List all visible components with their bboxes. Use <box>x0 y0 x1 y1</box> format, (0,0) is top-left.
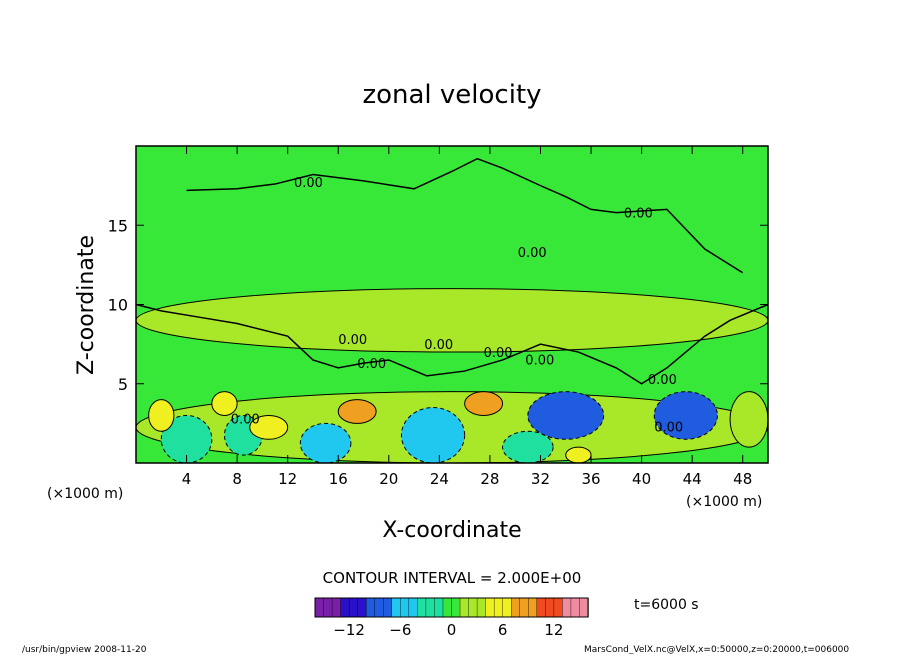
colorbar-cell <box>570 597 581 618</box>
colorbar-cell <box>553 597 564 618</box>
footer-right: MarsCond_VelX.nc@VelX,x=0:50000,z=0:2000… <box>584 645 849 654</box>
colorbar-cell <box>502 597 512 618</box>
y-axis: 5 10 15 <box>108 216 768 394</box>
colorbar-cell <box>331 597 342 618</box>
colorbar-cell <box>511 597 521 618</box>
x-tick-label: 40 <box>632 470 651 488</box>
zero-contour-line <box>135 303 769 385</box>
y-tick-label: 5 <box>118 375 128 394</box>
colorbar-cell <box>314 597 325 618</box>
colorbar-cell <box>493 597 504 618</box>
colorbar-cell <box>374 597 384 618</box>
field-region <box>211 391 238 416</box>
colorbar-cell <box>340 597 350 618</box>
colorbar-cell <box>468 597 478 618</box>
x-tick-label: 12 <box>278 470 297 488</box>
colorbar-tick-label: −12 <box>333 621 365 639</box>
colorbar-cell <box>442 597 453 618</box>
x-axis: 4 8 12 16 20 24 28 32 36 40 44 48 <box>182 146 752 488</box>
field-region <box>249 414 289 440</box>
colorbar-cell <box>400 597 410 618</box>
field-region <box>565 446 592 464</box>
x-tick-label: 4 <box>182 470 192 488</box>
x-tick-label: 16 <box>329 470 348 488</box>
field-region <box>148 399 175 432</box>
contour-label: 0.00 <box>654 420 683 435</box>
colorbar-cell <box>383 597 393 618</box>
y-tick-label: 10 <box>108 296 128 315</box>
x-tick-label: 28 <box>480 470 499 488</box>
field-region <box>653 391 718 440</box>
y-tick-label: 15 <box>108 216 128 235</box>
colorbar-ticks: −12 −6 0 6 12 <box>333 621 563 639</box>
plot-area: 0.00 0.00 0.00 0.00 0.00 0.00 0.00 0.00 0.00 0.00… <box>135 146 769 464</box>
upper-contour-line <box>186 157 744 274</box>
colorbar-cell <box>391 597 402 618</box>
colorbar-tick-label: −6 <box>389 621 411 639</box>
colorbar-cell <box>536 597 547 618</box>
colorbar <box>314 597 589 618</box>
field-region <box>502 430 554 464</box>
x-tick-label: 36 <box>581 470 600 488</box>
x-tick-label: 48 <box>733 470 752 488</box>
contour-label: 0.00 <box>624 206 653 221</box>
contour-label: 0.00 <box>357 357 386 372</box>
colorbar-cell <box>323 597 333 618</box>
x-axis-label: X-coordinate <box>382 518 521 543</box>
colorbar-cell <box>417 597 427 618</box>
colorbar-cell <box>579 597 589 618</box>
contour-label: 0.00 <box>525 354 554 369</box>
time-label: t=6000 s <box>634 597 699 613</box>
field-region <box>464 391 504 416</box>
colorbar-tick-label: 6 <box>498 621 508 639</box>
colorbar-cell <box>528 597 538 618</box>
colorbar-cell <box>562 597 572 618</box>
field-region <box>729 391 769 448</box>
colorbar-cell <box>519 597 529 618</box>
x-tick-label: 32 <box>531 470 550 488</box>
colorbar-cell <box>357 597 367 618</box>
colorbar-tick-label: 12 <box>544 621 563 639</box>
colorbar-cell <box>476 597 487 618</box>
colorbar-cell <box>425 597 436 618</box>
field-region <box>527 391 605 440</box>
field-region <box>400 407 466 464</box>
contour-label: 0.00 <box>648 373 677 388</box>
colorbar-cell <box>451 597 461 618</box>
colorbar-cell <box>459 597 470 618</box>
x-axis-unit-left: (×1000 m) <box>47 486 123 502</box>
x-tick-label: 20 <box>379 470 398 488</box>
contour-interval: CONTOUR INTERVAL = 2.000E+00 <box>323 569 582 587</box>
x-tick-label: 24 <box>430 470 449 488</box>
colorbar-cell <box>485 597 495 618</box>
colorbar-cell <box>434 597 444 618</box>
contour-label: 0.00 <box>484 346 513 361</box>
colorbar-frame <box>314 597 589 618</box>
colorbar-cell <box>365 597 376 618</box>
x-tick-label: 8 <box>232 470 242 488</box>
field-region <box>299 422 352 464</box>
chart-title: zonal velocity <box>362 80 541 110</box>
contour-label: 0.00 <box>424 338 453 353</box>
contour-label: 0.00 <box>518 246 547 261</box>
colorbar-cell <box>408 597 419 618</box>
x-axis-unit-right: (×1000 m) <box>686 494 762 510</box>
field-region <box>337 399 377 424</box>
contour-label: 0.00 <box>294 176 323 191</box>
colorbar-cell <box>545 597 555 618</box>
x-tick-label: 44 <box>683 470 702 488</box>
contour-label: 0.00 <box>338 333 367 348</box>
colorbar-cell <box>348 597 359 618</box>
colorbar-tick-label: 0 <box>447 621 457 639</box>
contour-label: 0.00 <box>231 412 260 427</box>
y-axis-label: Z-coordinate <box>74 235 99 375</box>
footer-left: /usr/bin/gpview 2008-11-20 <box>22 645 147 654</box>
